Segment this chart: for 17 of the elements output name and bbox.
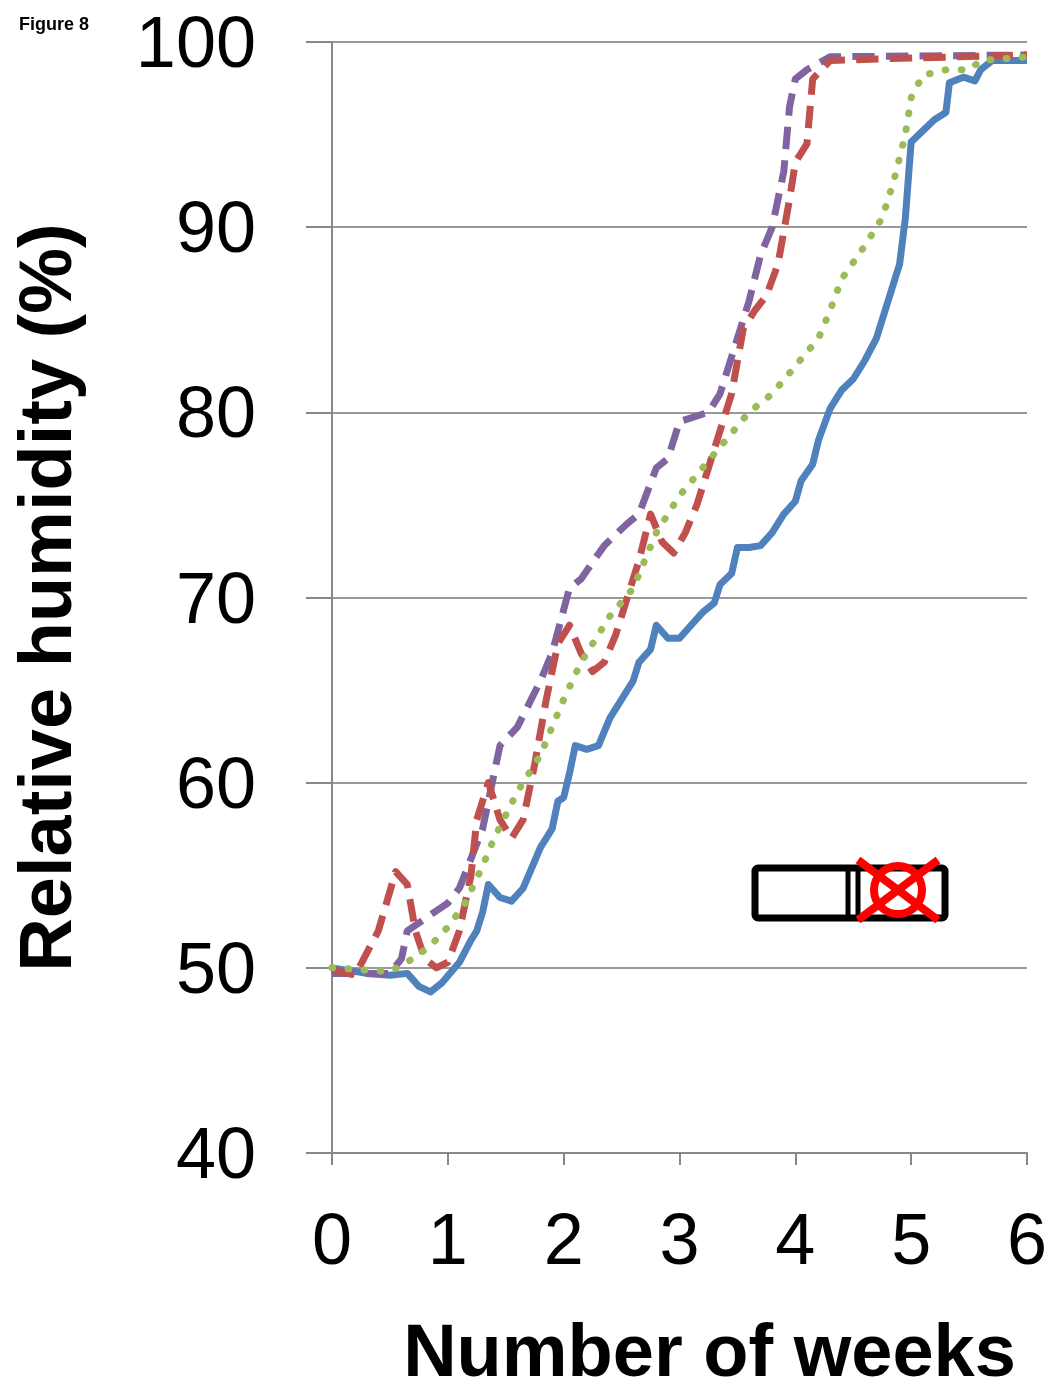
x-tick-label: 1 (427, 1199, 468, 1279)
x-tick-label: 6 (1006, 1199, 1048, 1279)
x-tick-label: 2 (543, 1199, 584, 1279)
y-tick-label: 70 (175, 557, 256, 638)
y-tick-label: 50 (175, 927, 256, 1008)
text: Figure 8 (19, 14, 90, 34)
y-tick-label: 60 (175, 742, 256, 823)
x-axis-title: Number of weeks (403, 1308, 1016, 1392)
x-tick-label: 5 (891, 1199, 932, 1279)
x-tick-label: 0 (311, 1199, 353, 1279)
y-axis-title: Relative humidity (%) (3, 223, 87, 972)
y-tick-label: 40 (175, 1113, 256, 1193)
y-tick-label: 80 (175, 372, 256, 453)
x-tick-label: 3 (659, 1199, 700, 1279)
y-tick-label: 90 (175, 187, 256, 268)
x-tick-label: 4 (775, 1199, 816, 1279)
y-tick-label: 100 (135, 2, 256, 82)
